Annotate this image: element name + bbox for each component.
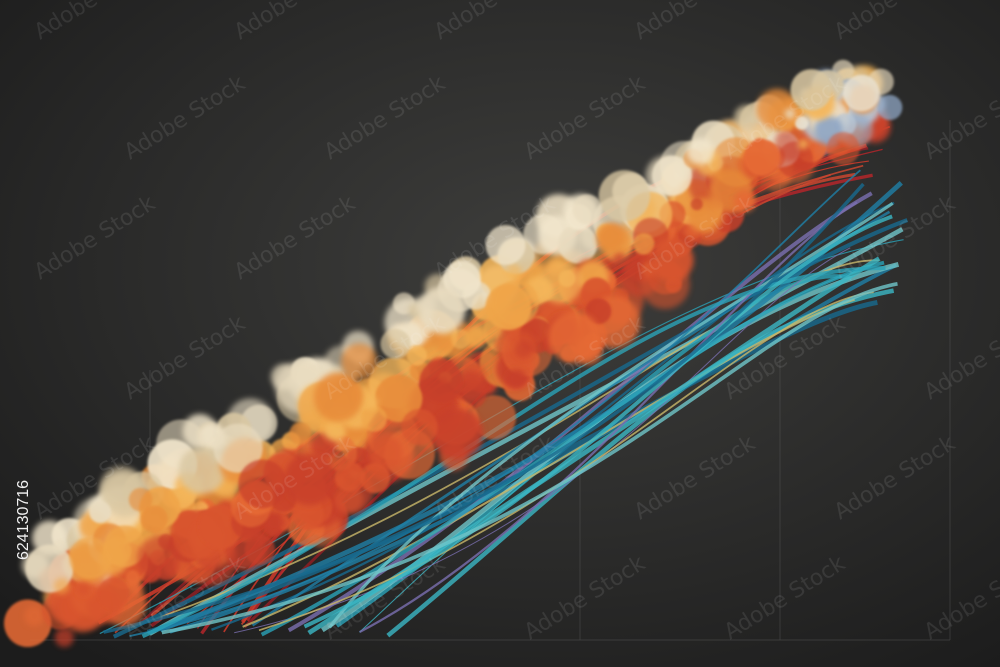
smoke-puff: [514, 340, 533, 359]
blue-streamer: [141, 265, 886, 639]
blue-streamer: [129, 169, 861, 637]
smoke-puff: [743, 139, 781, 176]
smoke-puff: [401, 408, 438, 446]
smoke-puff: [558, 224, 598, 264]
smoke-puff: [283, 453, 336, 506]
smoke-puff: [798, 139, 809, 150]
smoke-puff: [612, 252, 627, 266]
smoke-puff: [97, 577, 130, 610]
blue-streamer: [146, 299, 878, 635]
smoke-puff: [55, 581, 107, 633]
smoke-puff: [774, 126, 810, 162]
smoke-puff: [54, 628, 74, 648]
blue-streamer: [303, 214, 893, 629]
blue-streamer: [328, 202, 894, 629]
smoke-cloud: [3, 59, 903, 648]
smoke-puff: [380, 328, 411, 359]
smoke-puff: [442, 260, 481, 299]
smoke-puff: [213, 423, 263, 473]
smoke-puff: [89, 501, 112, 524]
smoke-puff: [784, 108, 796, 120]
blue-streamer: [258, 291, 874, 632]
smoke-puff: [633, 233, 655, 255]
smoke-puff: [140, 505, 168, 533]
blue-streamer: [359, 201, 858, 634]
smoke-puff: [359, 463, 391, 494]
smoke-puff: [238, 459, 288, 509]
smoke-puff: [432, 408, 484, 460]
smoke-puff: [77, 583, 90, 596]
smoke-puff: [506, 369, 527, 390]
smoke-puff: [435, 334, 453, 352]
smoke-puff: [69, 537, 111, 579]
smoke-puff: [198, 504, 243, 550]
smoke-puff: [406, 345, 427, 366]
smoke-puff: [454, 370, 487, 403]
smoke-puff: [24, 605, 45, 627]
smoke-puff: [414, 295, 437, 317]
blue-streamer: [112, 218, 909, 639]
smoke-puff: [650, 238, 694, 282]
blue-streamer: [161, 282, 898, 635]
smoke-puff: [375, 374, 423, 423]
smoke-puff: [558, 269, 576, 288]
smoke-puff: [313, 372, 363, 422]
smoke-puff: [419, 359, 463, 403]
smoke-puff: [686, 137, 715, 165]
smoke-puff: [471, 395, 517, 440]
smoke-puff: [334, 484, 364, 514]
smoke-puff: [369, 436, 403, 470]
smoke-puff: [178, 446, 226, 494]
smoke-puff: [790, 69, 833, 111]
smoke-puff: [334, 461, 365, 492]
smoke-puff: [291, 497, 324, 531]
blue-streamer: [103, 182, 865, 634]
smoke-puff: [137, 536, 181, 580]
smoke-puff: [289, 422, 312, 445]
smoke-puff: [598, 170, 651, 222]
smoke-puff: [572, 194, 603, 225]
smoke-puff: [585, 298, 612, 325]
smoke-puff: [464, 325, 488, 349]
smoke-puff: [364, 396, 378, 410]
blue-streamer: [307, 256, 881, 636]
smoke-puff: [842, 74, 880, 112]
smoke-puff: [493, 280, 539, 326]
smoke-puff: [53, 578, 71, 595]
smoke-puff: [734, 105, 760, 131]
smoke-puff: [341, 343, 378, 380]
smoke-puff: [596, 222, 626, 252]
smoke-puff: [324, 419, 346, 442]
stock-id: 624130716: [15, 480, 32, 560]
smoke-puff: [756, 88, 798, 130]
smoke-puff: [264, 512, 285, 533]
smoke-puff: [734, 190, 756, 212]
smoke-puff: [103, 525, 146, 568]
smoke-puff: [361, 405, 388, 432]
smoke-puff: [128, 487, 153, 512]
smoke-puff: [485, 224, 526, 265]
smoke-puff: [794, 115, 809, 130]
smoke-puff: [826, 132, 860, 166]
smoke-puff: [505, 264, 523, 281]
smoke-puff: [877, 94, 903, 121]
smoke-puff: [547, 311, 600, 364]
smoke-puff: [690, 198, 703, 211]
smoke-puff: [651, 155, 692, 196]
smoke-puff: [125, 570, 140, 584]
blue-streamer: [211, 201, 895, 631]
